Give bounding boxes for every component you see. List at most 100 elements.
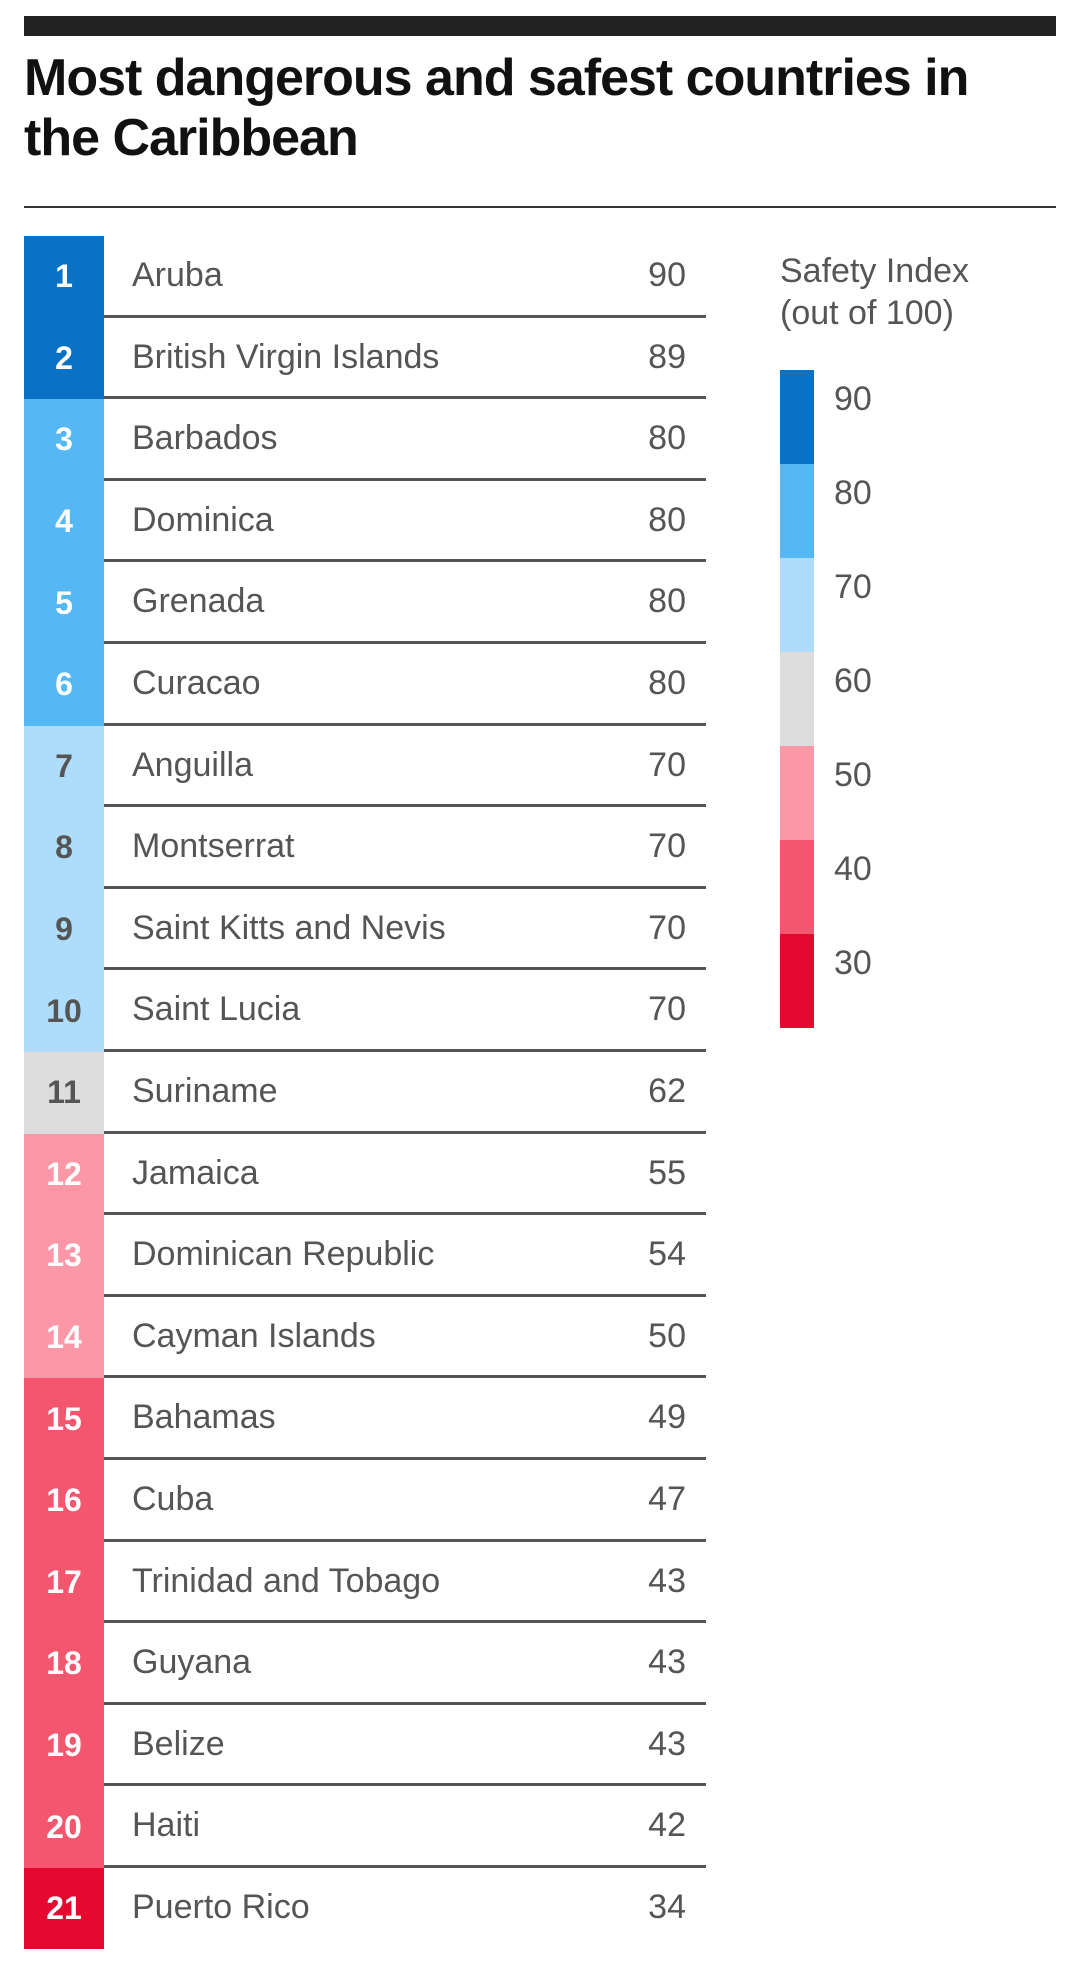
- legend-item: 30: [780, 934, 1080, 1028]
- rank-cell: 7: [24, 725, 104, 808]
- row-divider: [104, 1864, 706, 1868]
- rank-cell: 13: [24, 1215, 104, 1297]
- table-row: 8 Montserrat 70: [24, 807, 706, 889]
- row-divider: [104, 1701, 706, 1705]
- row-divider: [104, 1538, 706, 1542]
- country-name: Barbados: [132, 419, 278, 458]
- country-name: Cayman Islands: [132, 1316, 376, 1355]
- rank-cell: 10: [24, 970, 104, 1052]
- legend-title: Safety Index (out of 100): [780, 250, 1040, 334]
- table-row: 1 Aruba 90: [24, 236, 706, 318]
- row-divider: [104, 722, 706, 726]
- safety-index-value: 49: [648, 1398, 686, 1437]
- table-row: 7 Anguilla 70: [24, 725, 706, 808]
- rank-cell: 16: [24, 1459, 104, 1542]
- safety-index-value: 70: [648, 827, 686, 866]
- ranking-table: 1 Aruba 90 2 British Virgin Islands 89 3 Barbad…: [24, 236, 706, 1950]
- legend-item: 40: [780, 840, 1080, 934]
- safety-index-value: 43: [648, 1561, 686, 1600]
- rank-cell: 19: [24, 1704, 104, 1787]
- top-bar: [24, 16, 1056, 36]
- rank-cell: 8: [24, 807, 104, 889]
- rank-cell: 14: [24, 1296, 104, 1379]
- rank-cell: 6: [24, 643, 104, 726]
- legend-swatch: [780, 558, 814, 652]
- legend-swatch: [780, 464, 814, 558]
- table-row: 15 Bahamas 49: [24, 1378, 706, 1460]
- row-divider: [104, 1783, 706, 1787]
- row-divider: [104, 967, 706, 971]
- safety-index-value: 80: [648, 500, 686, 539]
- country-name: Guyana: [132, 1643, 252, 1682]
- row-divider: [104, 885, 706, 889]
- rank-cell: 15: [24, 1378, 104, 1460]
- table-row: 19 Belize 43: [24, 1704, 706, 1787]
- safety-index-value: 55: [648, 1153, 686, 1192]
- legend-title-line2: (out of 100): [780, 294, 954, 332]
- country-name: Cuba: [132, 1479, 214, 1518]
- row-divider: [104, 804, 706, 808]
- safety-index-value: 43: [648, 1724, 686, 1763]
- table-row: 4 Dominica 80: [24, 480, 706, 563]
- table-row: 21 Puerto Rico 34: [24, 1867, 706, 1950]
- rank-cell: 20: [24, 1786, 104, 1868]
- legend-scale: 90 80 70 60 50 40 30: [780, 370, 1080, 1028]
- safety-index-value: 50: [648, 1316, 686, 1355]
- country-name: Trinidad and Tobago: [132, 1561, 441, 1600]
- safety-index-value: 54: [648, 1235, 686, 1274]
- row-divider: [104, 1375, 706, 1379]
- legend: Safety Index (out of 100) 90 80 70 60 50 40 30: [780, 250, 1040, 1028]
- table-row: 14 Cayman Islands 50: [24, 1296, 706, 1379]
- table-row: 11 Suriname 62: [24, 1051, 706, 1134]
- rank-cell: 3: [24, 399, 104, 481]
- table-row: 20 Haiti 42: [24, 1786, 706, 1868]
- table-row: 5 Grenada 80: [24, 562, 706, 644]
- rank-cell: 12: [24, 1133, 104, 1216]
- country-name: Saint Lucia: [132, 990, 301, 1029]
- rank-cell: 17: [24, 1541, 104, 1624]
- row-divider: [104, 1293, 706, 1297]
- legend-title-line1: Safety Index: [780, 252, 970, 290]
- table-row: 16 Cuba 47: [24, 1459, 706, 1542]
- country-name: Haiti: [132, 1806, 201, 1845]
- row-divider: [104, 1130, 706, 1134]
- table-row: 9 Saint Kitts and Nevis 70: [24, 888, 706, 971]
- legend-item: 60: [780, 652, 1080, 746]
- rank-cell: 21: [24, 1867, 104, 1950]
- legend-label: 80: [834, 474, 872, 512]
- row-divider: [104, 1620, 706, 1624]
- row-divider: [104, 396, 706, 400]
- country-name: Grenada: [132, 582, 265, 621]
- rank-cell: 4: [24, 480, 104, 563]
- row-divider: [104, 1456, 706, 1460]
- row-divider: [104, 1212, 706, 1216]
- country-name: Bahamas: [132, 1398, 276, 1437]
- legend-swatch: [780, 934, 814, 1028]
- table-row: 6 Curacao 80: [24, 643, 706, 726]
- rank-cell: 1: [24, 236, 104, 318]
- safety-index-value: 62: [648, 1071, 686, 1110]
- safety-index-value: 70: [648, 908, 686, 947]
- row-divider: [104, 477, 706, 481]
- legend-swatch: [780, 746, 814, 840]
- legend-swatch: [780, 840, 814, 934]
- legend-label: 70: [834, 568, 872, 606]
- country-name: Suriname: [132, 1071, 278, 1110]
- safety-index-value: 90: [648, 256, 686, 294]
- row-divider: [104, 1048, 706, 1052]
- safety-index-value: 42: [648, 1806, 686, 1845]
- country-name: Belize: [132, 1724, 225, 1763]
- legend-swatch: [780, 652, 814, 746]
- table-row: 18 Guyana 43: [24, 1623, 706, 1705]
- table-row: 10 Saint Lucia 70: [24, 970, 706, 1052]
- country-name: Curacao: [132, 663, 261, 702]
- safety-index-value: 80: [648, 663, 686, 702]
- table-row: 13 Dominican Republic 54: [24, 1215, 706, 1297]
- legend-label: 90: [834, 380, 872, 418]
- country-name: Dominican Republic: [132, 1235, 435, 1274]
- country-name: Dominica: [132, 500, 274, 539]
- legend-swatch: [780, 370, 814, 464]
- legend-label: 30: [834, 944, 872, 982]
- safety-index-value: 89: [648, 337, 686, 376]
- table-row: 12 Jamaica 55: [24, 1133, 706, 1216]
